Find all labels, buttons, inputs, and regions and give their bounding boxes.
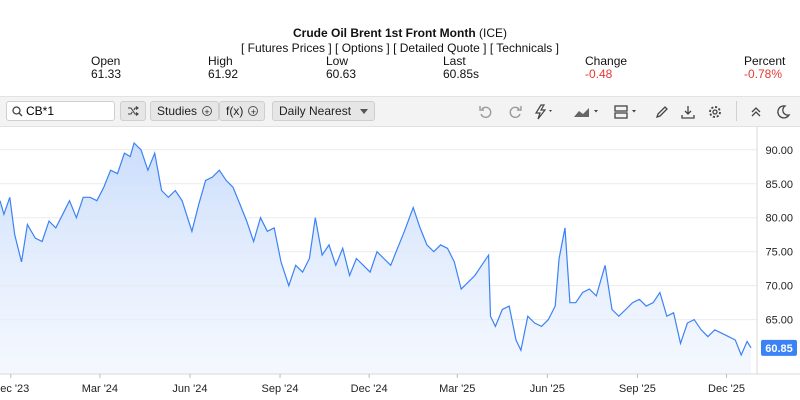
y-axis: 90.00 85.00 80.00 75.00 70.00 65.00 [765, 145, 793, 327]
low-label: Low [326, 54, 349, 68]
x-tick-label: Dec '25 [708, 383, 745, 395]
last-price-marker: 60.85 [761, 339, 797, 356]
x-tick-label: Mar '25 [439, 383, 475, 395]
settings-icon[interactable] [707, 104, 723, 120]
last-price-badge [761, 339, 797, 356]
detailed-quote-link[interactable]: [ Detailed Quote ] [393, 41, 487, 55]
quote-links: [ Futures Prices ] [ Options ] [ Detaile… [0, 41, 800, 55]
y-tick-label: 70.00 [765, 281, 793, 293]
y-tick-label: 90.00 [765, 145, 793, 157]
last-price-label: 60.85 [765, 343, 793, 355]
last-stat: Last 60.85s [443, 55, 479, 81]
low-stat: Low 60.63 [326, 55, 356, 81]
change-stat: Change -0.48 [585, 55, 627, 81]
period-label: Daily Nearest [279, 104, 352, 118]
change-value: -0.48 [585, 67, 613, 81]
high-label: High [208, 54, 233, 68]
percent-label: Percent [744, 54, 786, 68]
symbol-input[interactable] [26, 104, 112, 118]
toolbar-divider [736, 101, 737, 121]
undo-icon[interactable] [478, 104, 494, 120]
x-tick-label: Dec '24 [351, 383, 388, 395]
compare-icon [128, 106, 139, 116]
technicals-link[interactable]: [ Technicals ] [489, 41, 559, 55]
percent-value: -0.78% [744, 67, 783, 81]
symbol-search[interactable] [6, 101, 115, 121]
change-label: Change [585, 54, 628, 68]
download-icon[interactable] [680, 104, 696, 120]
chevron-down-icon [360, 108, 369, 114]
drawing-tools-icon[interactable] [533, 104, 555, 120]
add-icon: + [202, 106, 213, 117]
instrument-title: Crude Oil Brent 1st Front Month (ICE) [0, 26, 800, 40]
price-area [0, 143, 751, 374]
x-tick-label: Jun '25 [530, 383, 565, 395]
open-value: 61.33 [91, 67, 122, 81]
y-tick-label: 80.00 [765, 213, 793, 225]
x-tick-label: Mar '24 [82, 383, 118, 395]
open-label: Open [91, 54, 121, 68]
x-axis: Dec '23 Mar '24 Jun '24 Sep '24 Dec '24 Mar '… [0, 374, 745, 395]
layout-icon[interactable] [614, 104, 640, 120]
open-stat: Open 61.33 [91, 55, 121, 81]
price-line [0, 141, 752, 357]
chart-toolbar: Studies + f(x) + Daily Nearest [0, 96, 800, 127]
price-chart[interactable]: 90.00 85.00 80.00 75.00 70.00 65.00 Dec '23 Ma… [0, 126, 800, 400]
studies-label: Studies [157, 104, 198, 118]
redo-icon[interactable] [507, 104, 523, 120]
options-link[interactable]: [ Options ] [335, 41, 390, 55]
high-stat: High 61.92 [208, 55, 238, 81]
studies-button[interactable]: Studies + [150, 101, 220, 121]
pencil-icon[interactable] [654, 104, 670, 120]
add-icon: + [248, 106, 259, 117]
last-value: 60.85s [443, 67, 480, 81]
instrument-name: Crude Oil Brent 1st Front Month [292, 26, 476, 40]
y-tick-label: 85.00 [765, 179, 793, 191]
last-label: Last [443, 54, 466, 68]
collapse-icon[interactable] [748, 104, 764, 120]
high-value: 61.92 [208, 67, 239, 81]
compare-button[interactable] [120, 101, 146, 121]
y-tick-label: 75.00 [765, 247, 793, 259]
exchange-name: (ICE) [479, 26, 507, 40]
x-tick-label: Sep '25 [619, 383, 656, 395]
futures-prices-link[interactable]: [ Futures Prices ] [241, 41, 332, 55]
search-icon [12, 106, 23, 117]
period-dropdown[interactable]: Daily Nearest [272, 101, 376, 121]
x-tick-label: Dec '23 [0, 383, 29, 395]
fx-label: f(x) [226, 104, 244, 118]
x-tick-label: Jun '24 [172, 383, 207, 395]
dark-mode-icon[interactable] [775, 104, 791, 120]
y-tick-label: 65.00 [765, 315, 793, 327]
x-tick-label: Sep '24 [262, 383, 299, 395]
chart-type-icon[interactable] [573, 104, 601, 120]
fx-button[interactable]: f(x) + [219, 101, 266, 121]
low-value: 60.63 [326, 67, 357, 81]
percent-stat: Percent -0.78% [744, 55, 785, 81]
